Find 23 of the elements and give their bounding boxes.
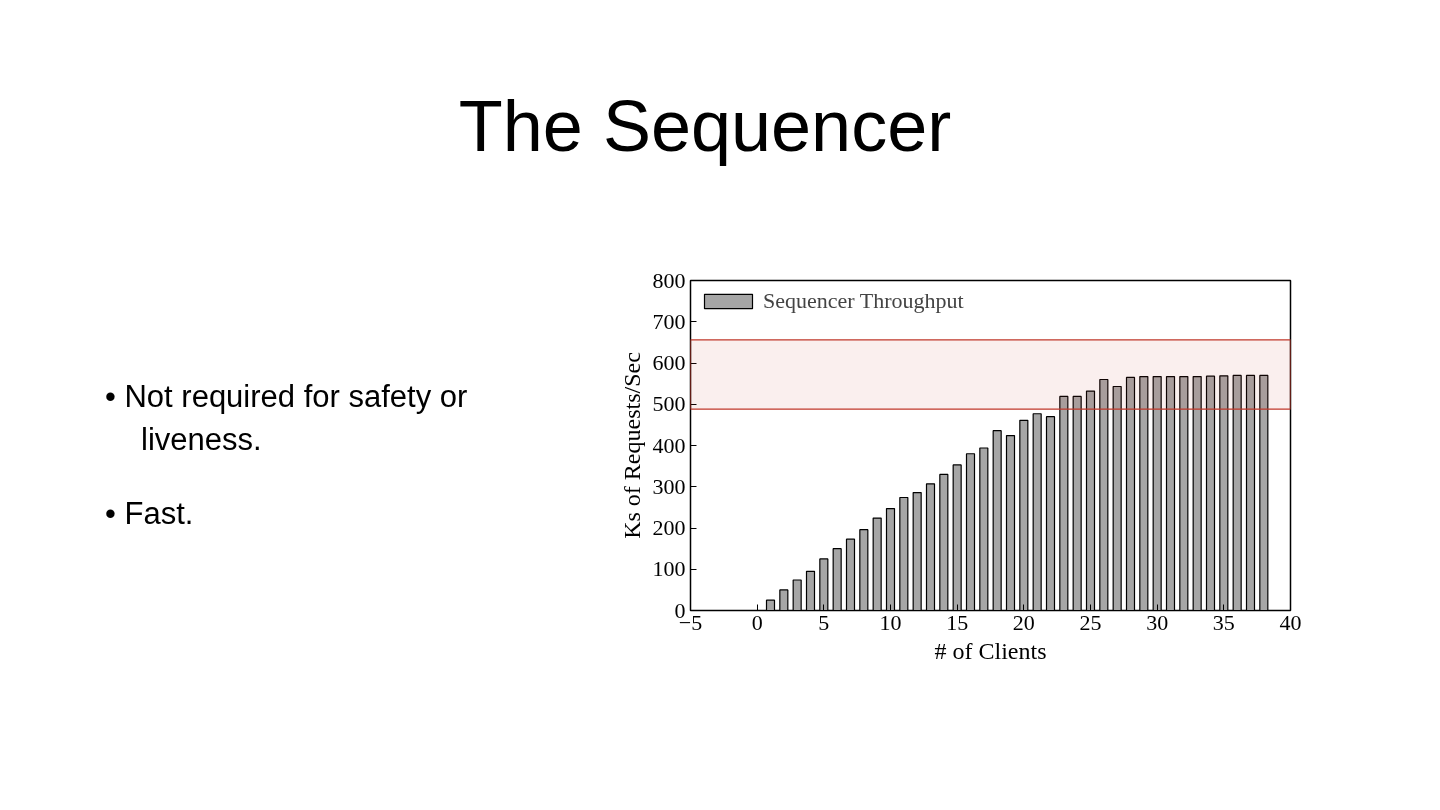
y-tick-label: 600	[652, 350, 686, 375]
chart-title: The Sequencer	[458, 85, 952, 168]
x-tick-label: 20	[1012, 609, 1035, 635]
y-tick-label: 800	[652, 267, 686, 293]
x-tick-label: 15	[946, 609, 969, 635]
y-axis-title: Ks of Requests/Sec	[618, 352, 645, 539]
x-tick-label: 35	[1212, 609, 1235, 635]
x-tick-label: 0	[751, 609, 763, 635]
legend-label: Sequencer Throughput	[763, 288, 964, 314]
y-tick-label: 100	[652, 556, 686, 582]
x-tick-label: 30	[1146, 609, 1169, 635]
text: • Not required for safety or liveness.	[105, 378, 469, 460]
y-tick-label: 700	[652, 308, 686, 334]
x-axis-title: # of Clients	[934, 637, 1047, 664]
x-tick-label: 5	[818, 609, 830, 635]
y-tick-label: 500	[652, 391, 686, 417]
x-tick-label: 10	[879, 609, 902, 635]
y-tick-label: 400	[652, 432, 686, 458]
y-tick-label: 200	[652, 515, 686, 540]
text: • Fast.	[105, 494, 195, 533]
x-tick-label: 40	[1279, 609, 1302, 635]
y-tick-label: 300	[652, 473, 686, 499]
x-tick-label: 25	[1079, 609, 1102, 635]
